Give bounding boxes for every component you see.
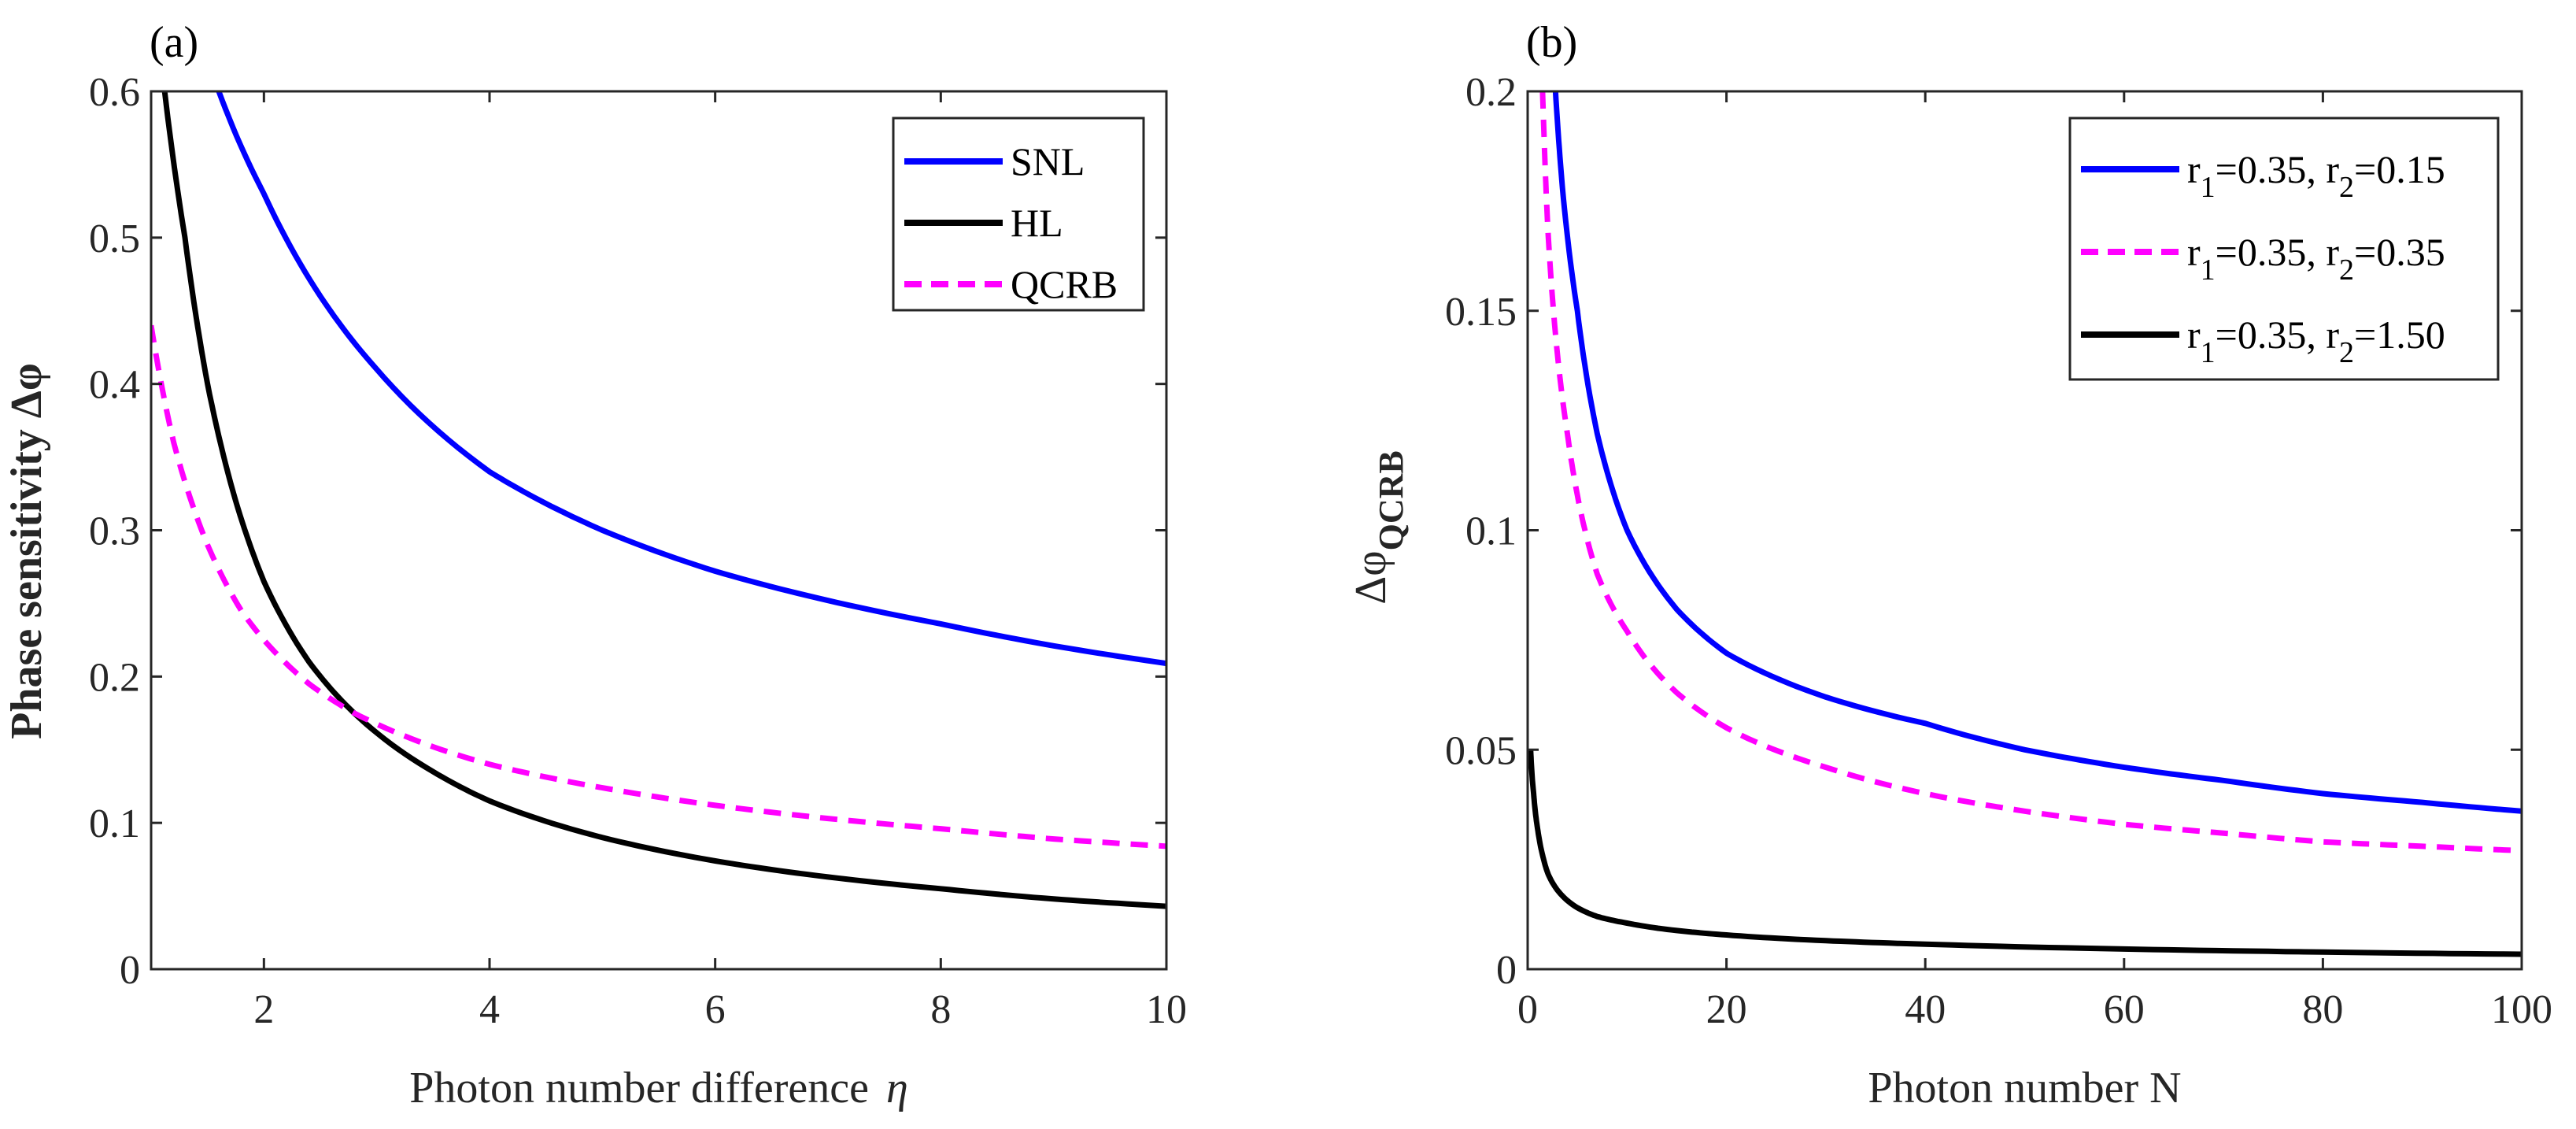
series-line-0	[1552, 91, 2522, 814]
series-line-2	[151, 324, 1166, 850]
legend-item: r1=0.35, r2=1.50	[2081, 313, 2445, 369]
legend: r1=0.35, r2=0.15 r1=0.35, r2=0.35 r1=0.35,…	[2068, 117, 2500, 381]
y-axis-label: Phase sensitivity Δφ	[2, 363, 51, 739]
series-line-2	[1528, 750, 2522, 957]
panel-label: (b)	[1526, 18, 1577, 67]
legend-item: r1=0.35, r2=0.15	[2081, 147, 2445, 204]
y-tick-label: 0.4	[89, 363, 140, 408]
y-tick-label: 0.2	[89, 655, 140, 700]
legend-item: r1=0.35, r2=0.35	[2081, 230, 2445, 287]
series-group	[1528, 91, 2522, 957]
y-tick-label: 0	[120, 948, 140, 993]
x-tick-label: 10	[1146, 987, 1187, 1032]
x-tick-label: 100	[2491, 987, 2552, 1032]
legend-item: SNL	[904, 139, 1085, 183]
panel-label: (a)	[150, 18, 198, 67]
legend-label: HL	[1011, 201, 1063, 245]
y-tick-label: 0.15	[1445, 290, 1517, 335]
x-axis-label: Photon number difference η	[409, 1064, 907, 1112]
x-tick-label: 20	[1706, 987, 1747, 1032]
x-axis-label: Photon number N	[1868, 1064, 2181, 1112]
y-tick-label: 0.3	[89, 509, 140, 554]
y-tick-label: 0	[1496, 948, 1517, 993]
x-tick-label: 8	[930, 987, 951, 1032]
legend-label: r1=0.35, r2=1.50	[2187, 313, 2445, 369]
x-tick-label: 4	[479, 987, 500, 1032]
panel-b: 0 20 40 60 80 100 0 0.05 0.1 0.15 0.2(b) Photon num…	[1347, 18, 2552, 1112]
series-group	[151, 91, 1166, 909]
y-tick-label: 0.05	[1445, 728, 1517, 773]
legend: SNL HL QCRB	[892, 117, 1145, 312]
x-tick-label: 2	[253, 987, 274, 1032]
legend-item: QCRB	[904, 262, 1118, 306]
legend-label: QCRB	[1011, 262, 1118, 306]
legend-box	[892, 117, 1145, 312]
series-line-1	[1539, 91, 2522, 853]
legend-item: HL	[904, 201, 1063, 245]
x-tick-label: 6	[705, 987, 726, 1032]
y-tick-label: 0.1	[89, 801, 140, 846]
legend-label: SNL	[1011, 139, 1085, 183]
series-line-1	[161, 91, 1166, 909]
panel-a: 2 4 6 8 10 0 0.1 0.2 0.3 0.4 0.5 0.6(a) Photon numbe…	[2, 18, 1187, 1112]
y-tick-label: 0.1	[1465, 509, 1517, 554]
y-tick-label: 0.2	[1465, 70, 1517, 115]
legend-label: r1=0.35, r2=0.15	[2187, 147, 2445, 204]
x-tick-label: 60	[2104, 987, 2145, 1032]
x-tick-label: 40	[1905, 987, 1946, 1032]
y-axis-label: ΔφQCRB	[1347, 450, 1410, 604]
x-tick-label: 0	[1517, 987, 1538, 1032]
y-tick-label: 0.5	[89, 217, 140, 261]
series-line-0	[216, 91, 1166, 667]
y-tick-label: 0.6	[89, 70, 140, 115]
legend-label: r1=0.35, r2=0.35	[2187, 230, 2445, 287]
x-tick-label: 80	[2302, 987, 2343, 1032]
